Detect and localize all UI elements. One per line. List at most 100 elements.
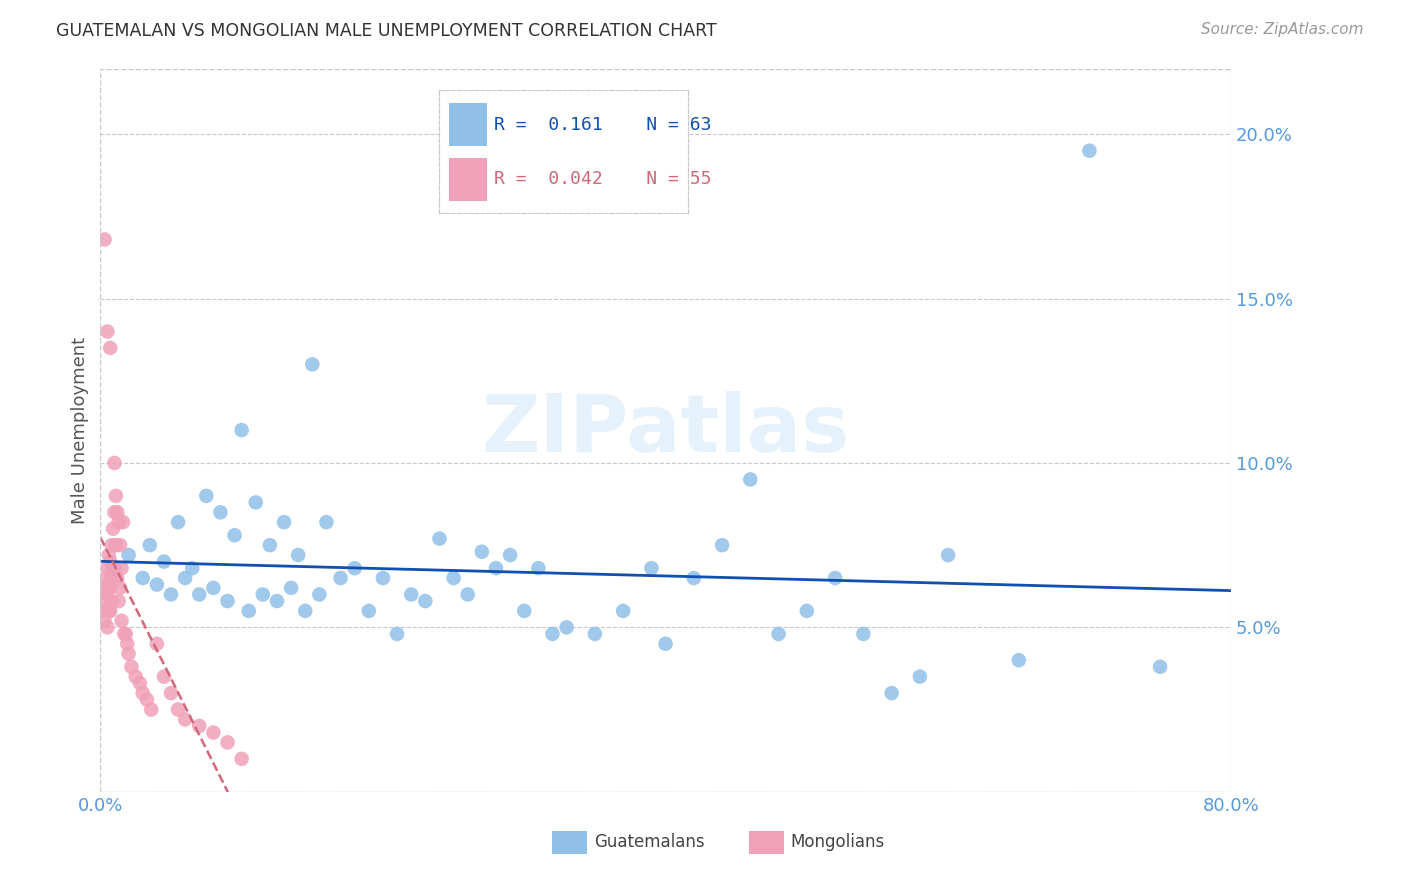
Point <box>160 686 183 700</box>
Point <box>100 571 122 585</box>
Point <box>195 489 218 503</box>
Point <box>94 604 117 618</box>
Point <box>513 604 536 618</box>
Point <box>98 604 121 618</box>
Point <box>160 587 183 601</box>
Point <box>485 561 508 575</box>
Point <box>132 571 155 585</box>
Point <box>107 594 129 608</box>
Point <box>740 472 762 486</box>
Point <box>101 561 124 575</box>
Point <box>96 620 118 634</box>
Point <box>217 594 239 608</box>
Point <box>824 571 846 585</box>
Point <box>1078 144 1101 158</box>
Point <box>301 357 323 371</box>
Text: ZIPatlas: ZIPatlas <box>481 391 849 469</box>
Point <box>96 587 118 601</box>
Point <box>209 505 232 519</box>
Point <box>117 548 139 562</box>
Point <box>174 712 197 726</box>
Point <box>141 702 163 716</box>
Point <box>217 735 239 749</box>
Point <box>103 505 125 519</box>
Point <box>111 515 134 529</box>
Text: Source: ZipAtlas.com: Source: ZipAtlas.com <box>1201 22 1364 37</box>
Point <box>101 522 124 536</box>
Point <box>371 571 394 585</box>
Point <box>541 627 564 641</box>
Text: Guatemalans: Guatemalans <box>593 833 704 851</box>
Point <box>96 561 118 575</box>
Point <box>280 581 302 595</box>
Point <box>640 561 662 575</box>
Point <box>294 604 316 618</box>
Point <box>188 719 211 733</box>
Point <box>343 561 366 575</box>
Point <box>129 676 152 690</box>
Point <box>231 752 253 766</box>
Point <box>132 686 155 700</box>
Point <box>1008 653 1031 667</box>
Point <box>104 538 127 552</box>
Point <box>114 627 136 641</box>
Point <box>555 620 578 634</box>
Point <box>97 577 120 591</box>
Point <box>107 515 129 529</box>
Point <box>711 538 734 552</box>
Point <box>682 571 704 585</box>
Point <box>266 594 288 608</box>
Point <box>104 489 127 503</box>
Point <box>112 627 135 641</box>
Point <box>153 670 176 684</box>
Point <box>399 587 422 601</box>
Y-axis label: Male Unemployment: Male Unemployment <box>72 336 89 524</box>
Point <box>167 702 190 716</box>
Point <box>97 548 120 562</box>
Point <box>153 555 176 569</box>
Point <box>224 528 246 542</box>
Point <box>471 545 494 559</box>
Point <box>880 686 903 700</box>
Point <box>654 637 676 651</box>
Point <box>527 561 550 575</box>
Point <box>181 561 204 575</box>
Point <box>120 660 142 674</box>
Point <box>252 587 274 601</box>
Point <box>202 725 225 739</box>
Point <box>457 587 479 601</box>
Point <box>936 548 959 562</box>
Point <box>329 571 352 585</box>
Point <box>583 627 606 641</box>
Point <box>308 587 330 601</box>
Point <box>385 627 408 641</box>
Point <box>499 548 522 562</box>
Point <box>146 577 169 591</box>
Point <box>94 571 117 585</box>
Point <box>124 670 146 684</box>
Point <box>108 581 131 595</box>
Point <box>146 637 169 651</box>
Point <box>103 561 125 575</box>
Point <box>110 561 132 575</box>
Point <box>98 555 121 569</box>
Text: GUATEMALAN VS MONGOLIAN MALE UNEMPLOYMENT CORRELATION CHART: GUATEMALAN VS MONGOLIAN MALE UNEMPLOYMEN… <box>56 22 717 40</box>
Text: Mongolians: Mongolians <box>790 833 886 851</box>
Point <box>287 548 309 562</box>
Point <box>443 571 465 585</box>
Point <box>174 571 197 585</box>
Point <box>108 538 131 552</box>
Point <box>115 637 138 651</box>
Point <box>259 538 281 552</box>
Point <box>93 614 115 628</box>
Point <box>93 594 115 608</box>
Point <box>908 670 931 684</box>
Point <box>105 505 128 519</box>
Point <box>852 627 875 641</box>
Point <box>117 647 139 661</box>
Point <box>93 581 115 595</box>
Point <box>429 532 451 546</box>
Point <box>96 325 118 339</box>
Point <box>357 604 380 618</box>
Point <box>110 614 132 628</box>
